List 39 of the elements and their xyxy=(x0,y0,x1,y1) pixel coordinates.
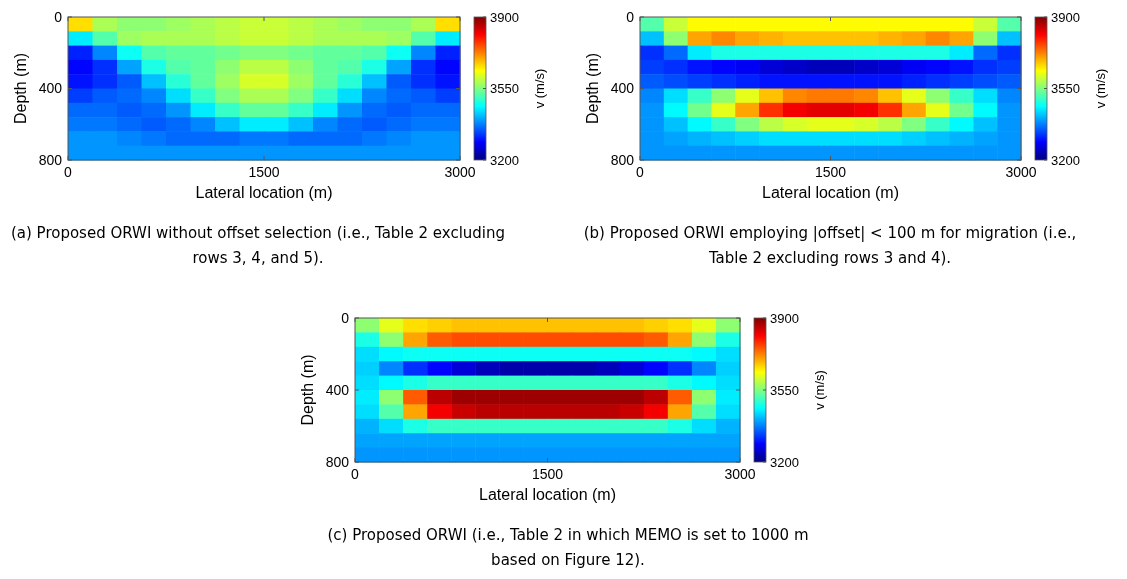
y-axis-title: Depth (m) xyxy=(584,52,601,125)
color-bar-label: 3550 xyxy=(770,382,799,398)
x-tick-label: 3000 xyxy=(724,466,756,482)
text: (c) Proposed ORWI (i.e., Table 2 in which MEMO is set to 1000 m based on Figure 12). xyxy=(327,526,809,569)
y-tick-label: 0 xyxy=(626,8,635,25)
x-tick-label: 1500 xyxy=(814,164,847,180)
y-tick-label: 400 xyxy=(38,80,63,97)
x-tick-label: 0 xyxy=(636,164,645,180)
color-bar-label: 3550 xyxy=(490,81,519,97)
color-bar-label: 3200 xyxy=(490,152,519,168)
color-bar-title: v (m/s) xyxy=(532,68,547,109)
x-tick-label: 0 xyxy=(351,466,360,482)
y-tick-label: 800 xyxy=(325,453,350,470)
x-tick-label: 1500 xyxy=(248,164,280,180)
x-axis-title: Lateral location (m) xyxy=(195,184,333,201)
y-tick-label: 400 xyxy=(325,381,350,398)
color-bar-label: 3900 xyxy=(770,310,799,326)
y-tick-label: 0 xyxy=(341,309,350,326)
x-tick-label: 3000 xyxy=(444,164,476,180)
color-bar-label: 3550 xyxy=(1051,81,1080,97)
text: (a) Proposed ORWI without offset selection (i.e., Table 2 excluding rows 3, 4, and 5). xyxy=(10,224,506,267)
color-bar-title: v (m/s) xyxy=(1093,68,1108,109)
y-tick-label: 800 xyxy=(38,151,63,168)
color-bar-label: 3900 xyxy=(1051,9,1080,25)
y-tick-label: 400 xyxy=(610,80,635,97)
x-tick-label: 0 xyxy=(64,164,73,180)
color-bar-label: 3900 xyxy=(490,9,519,25)
y-axis-title: Depth (m) xyxy=(299,354,316,426)
text: (b) Proposed ORWI employing |offset| < 100 m for migration (i.e., Table 2 excluding rows 3 and 4). xyxy=(583,224,1077,267)
color-bar-label: 3200 xyxy=(770,454,799,470)
y-tick-label: 800 xyxy=(610,151,635,168)
color-bar-title: v (m/s) xyxy=(812,370,827,410)
x-axis-title: Lateral location (m) xyxy=(479,486,616,503)
y-tick-label: 0 xyxy=(54,8,63,25)
x-tick-label: 1500 xyxy=(531,466,564,482)
y-axis-title: Depth (m) xyxy=(12,52,29,125)
x-axis-title: Lateral location (m) xyxy=(762,184,899,201)
color-bar-label: 3200 xyxy=(1051,152,1080,168)
x-tick-label: 3000 xyxy=(1005,164,1037,180)
